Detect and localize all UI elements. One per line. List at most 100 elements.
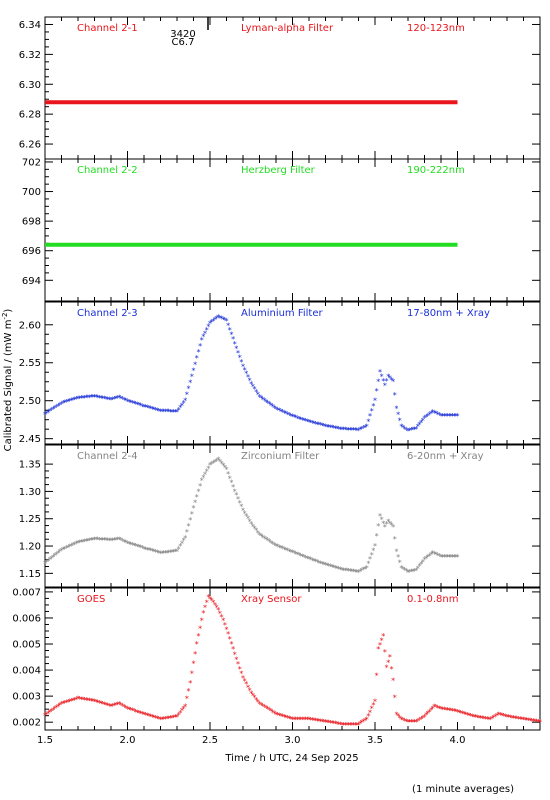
data-point: *: [147, 404, 151, 413]
data-point: *: [208, 319, 212, 328]
data-point: *: [447, 706, 451, 715]
data-point: *: [259, 701, 263, 710]
y-tick-label: 698: [22, 217, 41, 228]
data-point: *: [394, 404, 398, 413]
data-point: *: [432, 703, 436, 712]
data-point: *: [203, 470, 207, 479]
data-point: *: [132, 707, 136, 716]
data-point: *: [411, 567, 415, 576]
data-point: *: [71, 696, 75, 705]
data-point: *: [409, 718, 413, 727]
y-tick-label: 1.30: [19, 487, 41, 498]
data-point: *: [418, 562, 422, 571]
data-point: *: [385, 663, 389, 672]
data-point: *: [170, 714, 174, 723]
data-point: *: [101, 394, 105, 403]
data-point: *: [152, 713, 156, 722]
data-point: *: [408, 427, 412, 436]
data-point: *: [342, 426, 346, 435]
data-point: *: [48, 407, 52, 416]
data-point: *: [94, 698, 98, 707]
data-point: *: [261, 702, 265, 711]
data-point: *: [249, 690, 253, 699]
data-point: *: [119, 536, 123, 545]
data-point: *: [441, 412, 445, 421]
data-point: *: [380, 516, 384, 525]
data-point: *: [335, 565, 339, 574]
data-point: *: [56, 549, 60, 558]
data-point: *: [343, 426, 347, 435]
data-point: *: [370, 705, 374, 714]
data-point: *: [517, 715, 521, 724]
data-point: *: [371, 546, 375, 555]
data-point: *: [353, 426, 357, 435]
data-point: *: [177, 406, 181, 415]
data-point: *: [170, 408, 174, 417]
data-point: *: [451, 412, 455, 421]
data-point: *: [210, 318, 214, 327]
data-point: *: [294, 550, 298, 559]
data-point: *: [477, 714, 481, 723]
data-point: *: [193, 650, 197, 659]
data-point: *: [287, 547, 291, 556]
data-point: *: [508, 713, 512, 722]
data-point: *: [424, 554, 428, 563]
data-point: *: [218, 610, 222, 619]
data-point: *: [348, 567, 352, 576]
data-point: *: [333, 564, 337, 573]
data-point: *: [262, 397, 266, 406]
data-point: *: [432, 550, 436, 559]
data-point: *: [200, 477, 204, 486]
data-point: *: [375, 671, 379, 680]
data-point: *: [328, 563, 332, 572]
data-point: *: [94, 393, 98, 402]
data-point: *: [76, 394, 80, 403]
data-point: *: [69, 697, 73, 706]
data-point: *: [173, 548, 177, 557]
data-point: *: [192, 660, 196, 669]
data-point: *: [205, 467, 209, 476]
data-point: *: [324, 561, 328, 570]
data-point: *: [390, 521, 394, 530]
data-point: *: [470, 712, 474, 721]
data-point: *: [200, 617, 204, 626]
y-tick-label: 0.005: [12, 640, 41, 651]
data-point: *: [307, 716, 311, 725]
panel-1: 6.26 6.28 6.30 6.32 6.34 Channel 2-1 Lyman-alp…: [19, 16, 541, 160]
data-point: *: [376, 645, 380, 654]
data-point: *: [69, 397, 73, 406]
band-label: 6-20nm + Xray: [407, 451, 484, 462]
data-point: *: [474, 713, 478, 722]
data-point: *: [266, 705, 270, 714]
data-point: *: [79, 394, 83, 403]
data-point: *: [142, 545, 146, 554]
data-point: *: [416, 717, 420, 726]
data-point: *: [234, 656, 238, 665]
data-point: *: [258, 531, 262, 540]
data-point: *: [299, 415, 303, 424]
data-point: *: [84, 394, 88, 403]
y-tick-label: 0.003: [12, 692, 41, 703]
data-point: *: [226, 470, 230, 479]
channel-label: Channel 2-1: [77, 23, 138, 34]
data-point: *: [96, 536, 100, 545]
data-point: *: [86, 696, 90, 705]
data-point: *: [366, 712, 370, 721]
data-point: *: [182, 705, 186, 714]
data-point: *: [129, 540, 133, 549]
data-point: *: [91, 536, 95, 545]
data-point: *: [365, 716, 369, 725]
data-point: *: [271, 540, 275, 549]
filter-label: Xray Sensor: [241, 594, 302, 605]
data-point: *: [352, 426, 356, 435]
data-point: *: [134, 542, 138, 551]
data-point: *: [119, 701, 123, 710]
data-point: *: [94, 536, 98, 545]
data-point: *: [139, 402, 143, 411]
data-point: *: [269, 539, 273, 548]
data-point: *: [213, 316, 217, 325]
data-point: *: [518, 715, 522, 724]
data-point: *: [381, 632, 385, 641]
data-point: *: [439, 553, 443, 562]
